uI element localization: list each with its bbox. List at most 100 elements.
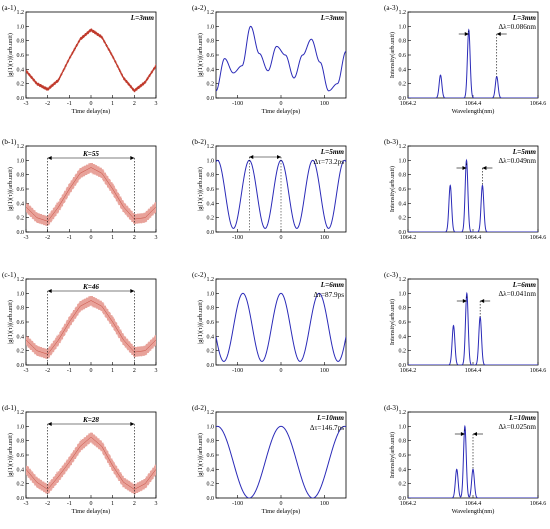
y-tick-label: 1.2 xyxy=(17,410,25,416)
corner-label: L=10mm xyxy=(508,414,536,422)
x-axis-label: Time delay(ps) xyxy=(262,508,301,515)
y-tick-label: 0.2 xyxy=(399,82,407,88)
k-annotation: K=46 xyxy=(82,283,99,291)
x-tick-label: 2 xyxy=(133,101,136,107)
panel-label: (c-1) xyxy=(2,271,17,279)
panel-b1: 0.0 0.2 0.4 0.6 0.8 1.0 1.2 -3 -2 -1 0 1 2 3 (b-1) |g(1… xyxy=(2,138,158,241)
spectrum-c3 xyxy=(408,291,538,365)
plot-area xyxy=(26,163,156,226)
y-tick-label: 0.8 xyxy=(207,39,215,45)
y-tick-label: 0.6 xyxy=(207,453,215,459)
panel-b3: 0.0 0.2 0.4 0.6 0.8 1.0 1.2 1064.2 1064.4 1064.6 (… xyxy=(384,138,546,241)
y-tick-label: 1.2 xyxy=(17,144,25,150)
dl-arrowheads xyxy=(464,32,501,36)
delta-lambda-label: Δλ=0.025nm xyxy=(498,423,536,431)
y-tick-label: 0.0 xyxy=(207,363,215,369)
panel-label: (d-1) xyxy=(2,404,17,412)
delta-lambda-label: Δλ=0.086nm xyxy=(498,23,536,31)
y-tick-label: 0.2 xyxy=(399,216,407,222)
plot-area xyxy=(26,432,156,495)
panel-a1: 0.0 0.2 0.4 0.6 0.8 1.0 1.2 -3 -2 -1 0 1 2 3 (a-1) L=3m… xyxy=(2,4,158,115)
y-tick-label: 1.0 xyxy=(399,424,407,430)
x-tick-label: -100 xyxy=(232,101,243,107)
x-tick-label: 3 xyxy=(155,235,158,241)
y-tick-label: 0.2 xyxy=(17,482,25,488)
x-axis-label: Time delay(ns) xyxy=(72,508,111,515)
y-axis-label: Intensity(arb.unit) xyxy=(389,166,396,212)
panel-label: (b-3) xyxy=(384,138,399,146)
panel-c3: 0.0 0.2 0.4 0.6 0.8 1.0 1.2 1064.2 1064.4 1064.6 (… xyxy=(384,271,546,374)
dl-arrowheads xyxy=(460,432,477,436)
y-tick-label: 1.2 xyxy=(17,277,25,283)
y-tick-label: 1.2 xyxy=(207,277,215,283)
y-axis-label: |g(1)(τ)|(arb.unit) xyxy=(197,433,204,477)
panel-a2: 0.0 0.2 0.4 0.6 0.8 1.0 1.2 -100 0 100 (a-2) L=3mm T… xyxy=(192,4,347,115)
y-axis-label: |g(1)(τ)|(arb.unit) xyxy=(197,33,204,77)
spectrum-a3 xyxy=(408,28,538,98)
y-tick-label: 0.8 xyxy=(207,439,215,445)
x-tick-label: 1064.6 xyxy=(530,501,547,507)
x-tick-label: -2 xyxy=(45,101,50,107)
envelope-trace-b1 xyxy=(26,163,156,226)
y-tick-label: 1.0 xyxy=(399,24,407,30)
k-annotation: K=55 xyxy=(82,150,99,158)
y-tick-label: 0.6 xyxy=(207,320,215,326)
y-tick-label: 0.6 xyxy=(207,53,215,59)
y-tick-label: 0.6 xyxy=(399,53,407,59)
envelope-mean-c1 xyxy=(26,300,156,355)
delta-tau-label: Δτ=146.7ps xyxy=(310,424,344,432)
x-tick-label: -100 xyxy=(232,501,243,507)
x-tick-label: 0 xyxy=(90,101,93,107)
x-tick-label: 1064.4 xyxy=(465,368,482,374)
y-tick-label: 0.6 xyxy=(17,53,25,59)
panel-label: (d-3) xyxy=(384,404,399,412)
y-tick-label: 0.0 xyxy=(207,96,215,102)
x-tick-label: -100 xyxy=(232,235,243,241)
corner-label: L=6mm xyxy=(512,281,537,289)
y-tick-label: 1.0 xyxy=(207,24,215,30)
x-axis-label: Wavelength(nm) xyxy=(452,108,495,115)
x-axis-label: Wavelength(nm) xyxy=(452,508,495,515)
y-tick-label: 0.0 xyxy=(17,96,25,102)
y-tick-label: 0.6 xyxy=(17,453,25,459)
x-tick-label: 100 xyxy=(320,235,329,241)
y-axis-label: |g(1)(τ)|(arb.unit) xyxy=(7,433,14,477)
panel-label: (c-3) xyxy=(384,271,399,279)
y-tick-label: 1.0 xyxy=(17,291,25,297)
y-tick-label: 0.0 xyxy=(17,496,25,502)
delta-tau-label: Δτ=73.2ps xyxy=(313,158,344,166)
x-tick-label: 2 xyxy=(133,368,136,374)
panel-d3: 0.0 0.2 0.4 0.6 0.8 1.0 1.2 1064.2 1064.4 1064.6 (… xyxy=(384,404,546,515)
spectrum-d3 xyxy=(408,424,538,498)
x-tick-label: 0 xyxy=(280,368,283,374)
x-tick-label: -1 xyxy=(67,235,72,241)
plot-area xyxy=(408,291,538,365)
interferogram-a2 xyxy=(216,25,346,92)
y-tick-label: 1.2 xyxy=(207,144,215,150)
y-tick-label: 0.8 xyxy=(207,306,215,312)
y-tick-label: 1.0 xyxy=(207,424,215,430)
y-tick-label: 0.8 xyxy=(399,39,407,45)
y-tick-label: 0.4 xyxy=(399,67,407,73)
y-tick-label: 1.2 xyxy=(17,10,25,16)
x-tick-label: 0 xyxy=(90,235,93,241)
x-tick-label: 0 xyxy=(280,101,283,107)
corner-label: L=3mm xyxy=(130,14,155,22)
y-axis-label: |g(1)(τ)|(arb.unit) xyxy=(7,300,14,344)
y-tick-label: 0.4 xyxy=(17,201,25,207)
x-tick-label: 0 xyxy=(280,235,283,241)
panel-label: (d-2) xyxy=(192,404,207,412)
y-tick-label: 0.0 xyxy=(399,230,407,236)
x-tick-label: -1 xyxy=(67,368,72,374)
y-tick-label: 1.2 xyxy=(207,410,215,416)
y-tick-label: 1.0 xyxy=(207,291,215,297)
y-tick-label: 0.2 xyxy=(399,349,407,355)
y-axis-label: |g(1)(τ)|(arb.unit) xyxy=(197,167,204,211)
y-tick-label: 0.6 xyxy=(207,187,215,193)
y-tick-label: 0.0 xyxy=(17,363,25,369)
y-tick-label: 0.6 xyxy=(17,187,25,193)
y-tick-label: 0.2 xyxy=(17,216,25,222)
y-tick-label: 1.2 xyxy=(399,10,407,16)
envelope-mean-b1 xyxy=(26,167,156,222)
